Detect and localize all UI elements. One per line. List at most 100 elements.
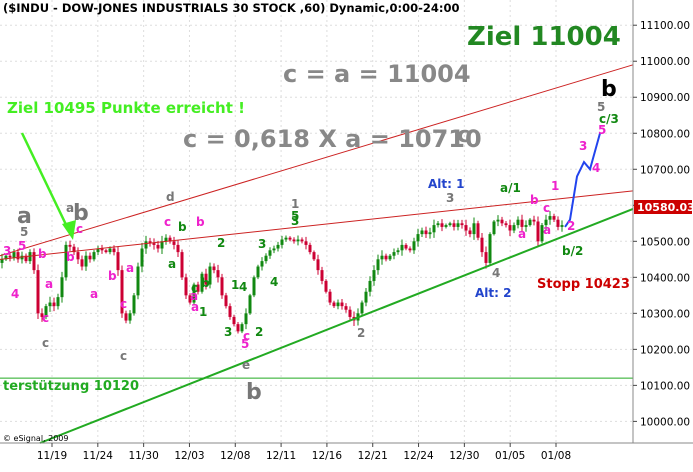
- candle-body: [332, 302, 336, 307]
- candle-body: [96, 248, 100, 253]
- candle-body: [508, 225, 512, 231]
- x-tick-label: 12/24: [403, 450, 434, 462]
- candle-body: [480, 237, 484, 253]
- y-tick-label: 10100.00: [640, 380, 690, 392]
- candle-body: [476, 223, 480, 238]
- candle-body: [360, 302, 364, 314]
- candle-body: [252, 277, 256, 296]
- candle-body: [88, 255, 92, 260]
- ziel-reached-text: Ziel 10495 Punkte erreicht !: [7, 99, 245, 117]
- wave-label: 4: [492, 266, 500, 280]
- wave-label: 1: [291, 197, 299, 211]
- candle-body: [512, 225, 516, 231]
- copyright-text: © eSignal, 2009: [3, 434, 68, 443]
- projection-path: [564, 132, 601, 228]
- x-tick-label: 12/03: [174, 450, 204, 462]
- candle-body: [200, 273, 204, 292]
- candle-body: [240, 324, 244, 332]
- candle-body: [12, 252, 16, 258]
- candle-body: [184, 277, 188, 296]
- candle-body: [416, 234, 420, 242]
- x-tick-label: 11/24: [83, 450, 114, 462]
- candle-body: [440, 223, 444, 227]
- candle-body: [328, 291, 332, 303]
- candle-body: [368, 280, 372, 292]
- c-fib-text: c = 0,618 X a = 10710: [183, 125, 482, 153]
- wave-label: 5: [18, 239, 26, 253]
- candle-body: [32, 252, 36, 271]
- ziel-main-text: Ziel 11004: [467, 22, 621, 52]
- green-uptrend: [39, 207, 634, 444]
- alt2-text: Alt: 2: [475, 286, 511, 300]
- candle-body: [292, 239, 296, 242]
- candle-body: [104, 250, 108, 253]
- candle-body: [0, 259, 4, 263]
- candle-body: [408, 248, 412, 251]
- wave-label: 1: [199, 305, 207, 319]
- candle-body: [188, 295, 192, 303]
- candle-body: [228, 306, 232, 317]
- candle-body: [220, 277, 224, 296]
- candle-body: [552, 216, 556, 220]
- x-tick-label: 12/21: [358, 450, 388, 462]
- candle-body: [120, 270, 124, 314]
- candle-body: [516, 219, 520, 226]
- wave-label: c: [120, 297, 127, 311]
- y-tick-label: 10700.00: [640, 164, 690, 176]
- y-tick-label: 10200.00: [640, 344, 690, 356]
- candle-body: [484, 252, 488, 263]
- candle-body: [432, 225, 436, 233]
- candle-body: [100, 248, 104, 251]
- wave-label: c/3: [599, 112, 619, 126]
- y-tick-label: 10800.00: [640, 128, 690, 140]
- wave-label: 5: [597, 100, 605, 114]
- candle-body: [460, 223, 464, 226]
- candle-body: [492, 221, 496, 235]
- candle-body: [312, 252, 316, 260]
- wave-label: b/2: [562, 244, 583, 258]
- candle-body: [428, 232, 432, 235]
- candle-body: [152, 243, 156, 245]
- y-tick-label: 11100.00: [640, 20, 690, 32]
- candle-body: [140, 248, 144, 267]
- wave-label: a: [126, 261, 134, 275]
- candle-body: [372, 270, 376, 281]
- candle-body: [224, 295, 228, 307]
- wave-label: d: [166, 190, 175, 204]
- candle-body: [148, 241, 152, 244]
- candle-body: [164, 237, 168, 242]
- y-tick-label: 11000.00: [640, 56, 690, 68]
- wave-label: 3: [579, 139, 587, 153]
- wave-label: a: [90, 287, 98, 301]
- candle-body: [316, 259, 320, 271]
- candle-body: [208, 266, 212, 285]
- candle-body: [436, 223, 440, 226]
- wave-label: 1: [231, 278, 239, 292]
- candle-body: [544, 219, 548, 226]
- candle-body: [448, 223, 452, 226]
- candle-body: [64, 244, 68, 278]
- wave-label: 4: [11, 287, 19, 301]
- x-tick-label: 12/30: [449, 450, 479, 462]
- candle-body: [396, 250, 400, 253]
- candle-body: [504, 223, 508, 226]
- candle-body: [320, 270, 324, 281]
- candle-body: [212, 266, 216, 271]
- candle-body: [244, 313, 248, 325]
- wave-label: c: [243, 329, 250, 343]
- grid: [0, 0, 633, 443]
- candle-body: [76, 252, 80, 260]
- y-tick-label: 10000.00: [640, 416, 690, 428]
- candle-body: [380, 255, 384, 260]
- candle-body: [48, 302, 52, 307]
- candle-body: [172, 241, 176, 245]
- wave-label: c: [76, 222, 83, 236]
- candle-body: [296, 239, 300, 242]
- candle-body: [472, 223, 476, 235]
- wave-label: b: [108, 269, 117, 283]
- wave-label: a: [191, 300, 199, 314]
- wave-label: 5: [20, 225, 28, 239]
- wave-label: 5: [241, 337, 249, 351]
- candle-body: [36, 270, 40, 314]
- wave-label: a: [518, 227, 526, 241]
